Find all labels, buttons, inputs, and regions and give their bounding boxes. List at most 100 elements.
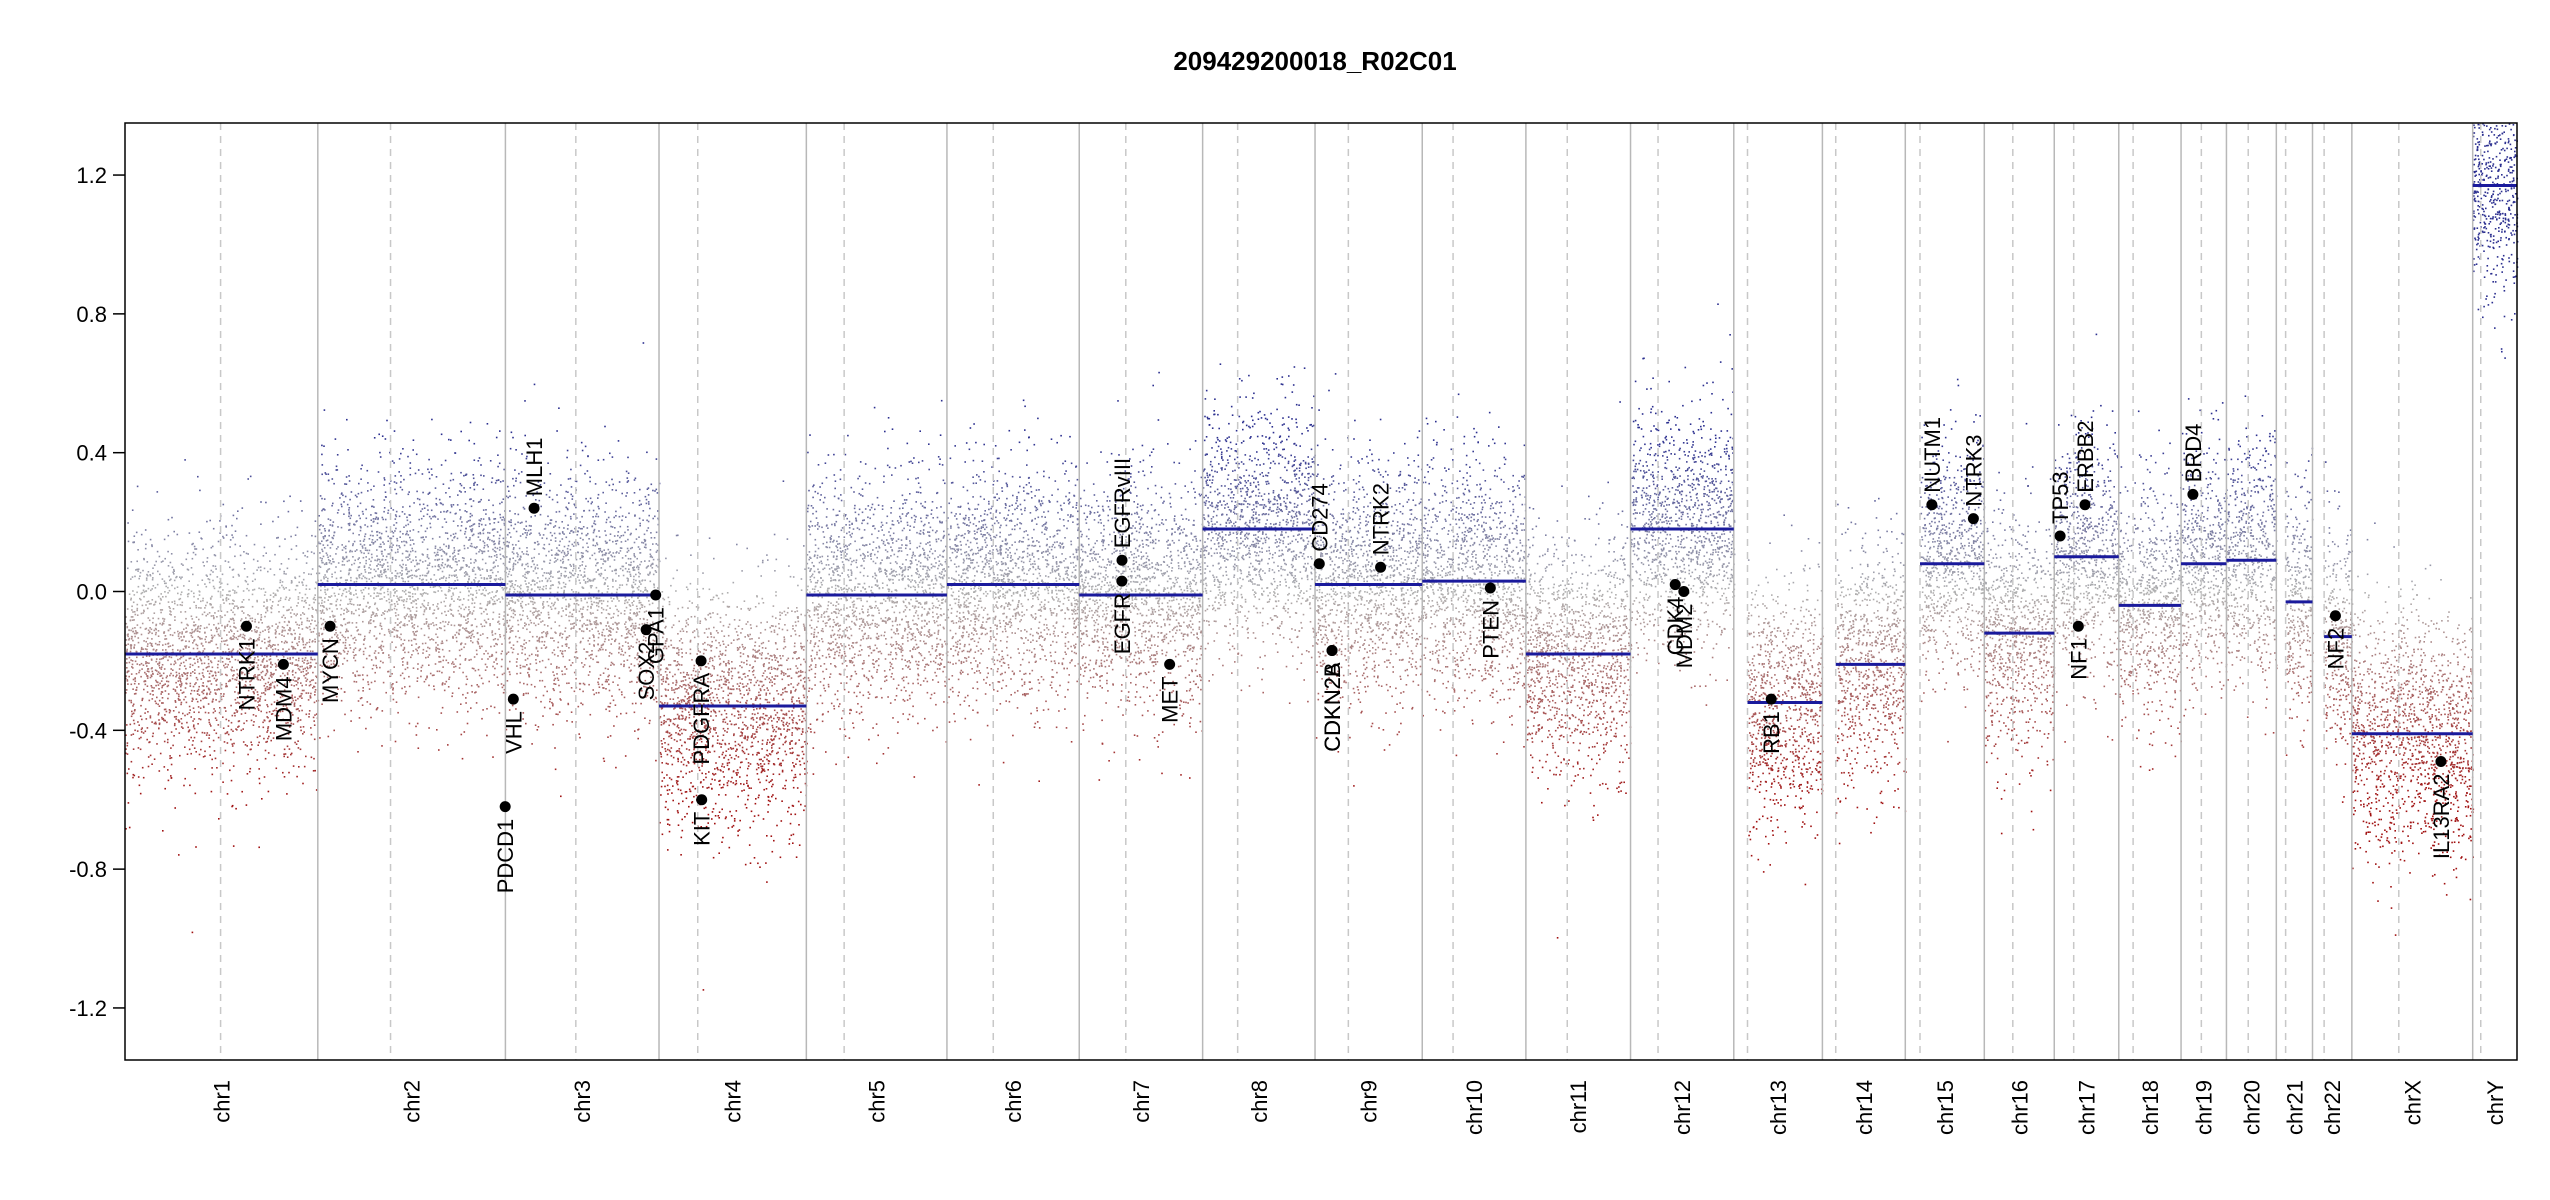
probe-point (244, 712, 247, 714)
probe-point (296, 663, 299, 666)
probe-point (281, 584, 283, 587)
probe-point (315, 789, 318, 791)
probe-point (344, 588, 347, 591)
probe-point (190, 615, 193, 618)
probe-point (524, 400, 526, 402)
probe-point (223, 741, 226, 743)
probe-point (331, 587, 334, 589)
probe-point (405, 540, 407, 543)
probe-point (252, 589, 254, 591)
probe-point (256, 676, 259, 678)
probe-point (240, 729, 243, 732)
probe-point (448, 546, 450, 548)
probe-point (186, 677, 189, 679)
probe-point (499, 578, 502, 581)
probe-point (202, 685, 205, 687)
probe-point (193, 621, 195, 623)
probe-point (253, 721, 255, 723)
probe-point (631, 592, 634, 595)
probe-point (491, 630, 494, 632)
probe-point (321, 599, 323, 602)
probe-point (288, 670, 290, 672)
probe-point (460, 516, 462, 518)
probe-point (133, 774, 136, 777)
probe-point (277, 665, 279, 667)
probe-point (400, 574, 403, 576)
probe-point (259, 695, 262, 698)
probe-point (548, 562, 551, 564)
probe-point (418, 562, 420, 565)
probe-point (280, 563, 283, 565)
probe-point (257, 627, 260, 629)
probe-point (403, 544, 406, 547)
probe-point (170, 757, 173, 759)
probe-point (475, 649, 478, 652)
probe-point (595, 616, 598, 619)
probe-point (193, 545, 196, 548)
probe-point (260, 614, 262, 616)
probe-point (126, 724, 128, 726)
probe-point (314, 638, 316, 641)
probe-point (394, 575, 396, 577)
probe-point (171, 601, 173, 603)
probe-point (625, 621, 627, 623)
probe-point (563, 551, 566, 554)
probe-point (296, 623, 298, 626)
probe-point (629, 547, 632, 550)
probe-point (452, 594, 455, 596)
probe-point (195, 846, 197, 848)
probe-point (409, 530, 411, 532)
probe-point (508, 532, 511, 534)
probe-point (326, 661, 328, 664)
probe-point (458, 667, 461, 669)
probe-point (152, 673, 154, 675)
probe-point (145, 718, 148, 720)
probe-point (332, 560, 334, 563)
probe-point (503, 672, 506, 675)
probe-point (279, 724, 281, 727)
probe-point (595, 597, 598, 599)
probe-point (401, 573, 403, 575)
probe-point (245, 552, 248, 555)
probe-point (557, 581, 560, 583)
probe-point (474, 691, 476, 694)
probe-point (191, 636, 194, 638)
probe-point (180, 718, 183, 720)
probe-point (474, 573, 477, 576)
probe-point (405, 556, 407, 559)
probe-point (281, 631, 283, 633)
probe-point (585, 657, 587, 660)
probe-point (155, 650, 157, 652)
probe-point (277, 536, 279, 539)
probe-point (128, 699, 130, 702)
probe-point (265, 711, 268, 714)
probe-point (447, 559, 450, 561)
probe-point (337, 562, 340, 564)
probe-point (530, 516, 532, 518)
probe-point (175, 675, 177, 678)
probe-point (229, 546, 231, 548)
probe-point (372, 620, 375, 622)
probe-point (323, 563, 326, 566)
probe-point (411, 547, 413, 550)
probe-point (451, 695, 453, 698)
probe-point (261, 798, 263, 800)
probe-point (435, 476, 438, 478)
probe-point (162, 649, 164, 651)
probe-point (654, 570, 657, 572)
probe-point (288, 589, 291, 591)
probe-point (240, 713, 243, 715)
probe-point (364, 647, 367, 650)
probe-point (335, 629, 337, 631)
probe-point (291, 701, 293, 704)
probe-point (373, 437, 376, 439)
probe-point (125, 677, 127, 680)
probe-point (316, 572, 318, 575)
probe-point (639, 552, 642, 554)
probe-point (179, 677, 181, 680)
probe-point (198, 607, 200, 609)
probe-point (397, 597, 399, 600)
probe-point (222, 535, 224, 538)
probe-point (146, 727, 149, 729)
probe-point (248, 589, 250, 592)
